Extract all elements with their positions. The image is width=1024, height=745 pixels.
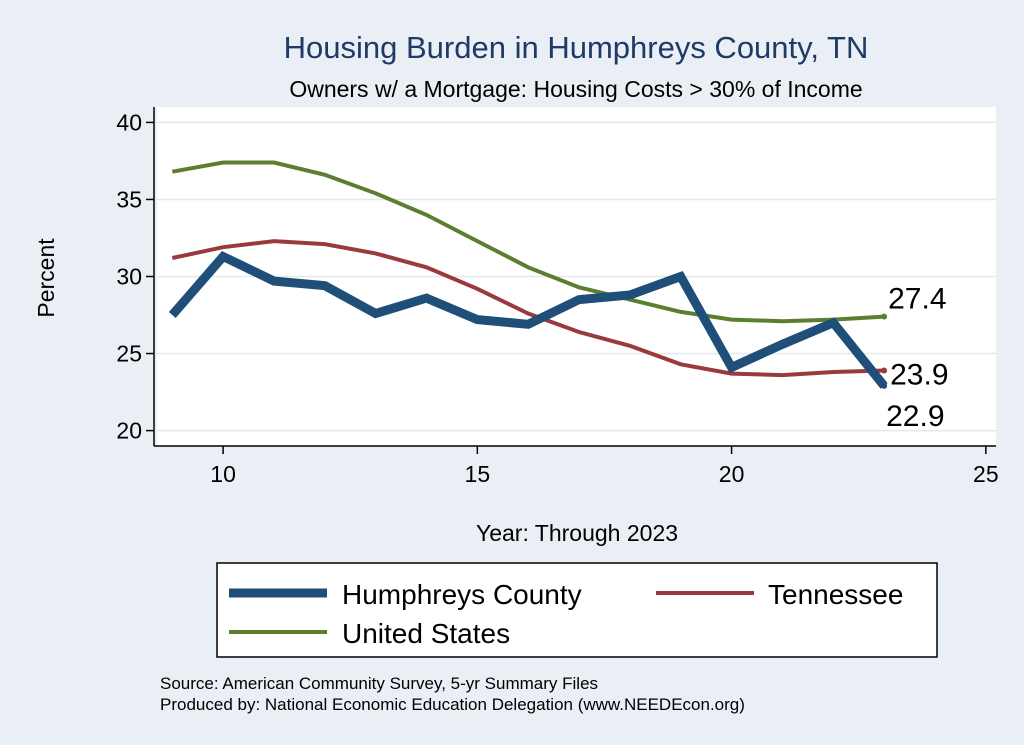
x-tick-label: 25 <box>973 461 999 487</box>
chart-subtitle: Owners w/ a Mortgage: Housing Costs > 30… <box>289 76 862 102</box>
ticks: 20 25 30 35 40 10 15 20 25 <box>116 109 998 487</box>
y-tick-label: 25 <box>116 341 142 367</box>
end-label: 22.9 <box>886 400 944 433</box>
x-tick-label: 15 <box>465 461 491 487</box>
x-axis-label: Year: Through 2023 <box>476 520 678 546</box>
y-axis-label: Percent <box>33 238 59 318</box>
legend-label: United States <box>342 618 510 649</box>
producer-note: Produced by: National Economic Education… <box>160 695 745 714</box>
end-labels: 22.9 23.9 27.4 <box>886 283 948 433</box>
series-line <box>171 239 885 378</box>
end-label: 23.9 <box>890 358 948 391</box>
legend-label: Tennessee <box>768 579 903 610</box>
y-tick-label: 35 <box>116 186 142 212</box>
end-label: 27.4 <box>888 283 946 316</box>
legend <box>216 562 938 658</box>
series-end-point <box>881 382 888 389</box>
x-tick-label: 20 <box>719 461 745 487</box>
series-lines <box>168 160 888 389</box>
y-tick-label: 40 <box>116 109 142 135</box>
series-end-point <box>881 367 888 374</box>
y-tick-label: 20 <box>116 418 142 444</box>
source-note: Source: American Community Survey, 5-yr … <box>160 674 598 693</box>
series-line <box>171 160 885 324</box>
legend-label: Humphreys County <box>342 579 582 610</box>
legend-items: Humphreys County Tennessee United States <box>229 579 903 649</box>
series-line <box>168 250 888 389</box>
x-tick-label: 10 <box>210 461 236 487</box>
series-end-point <box>881 313 888 320</box>
chart-title: Housing Burden in Humphreys County, TN <box>284 30 869 65</box>
grid <box>157 121 996 432</box>
y-tick-label: 30 <box>116 264 142 290</box>
